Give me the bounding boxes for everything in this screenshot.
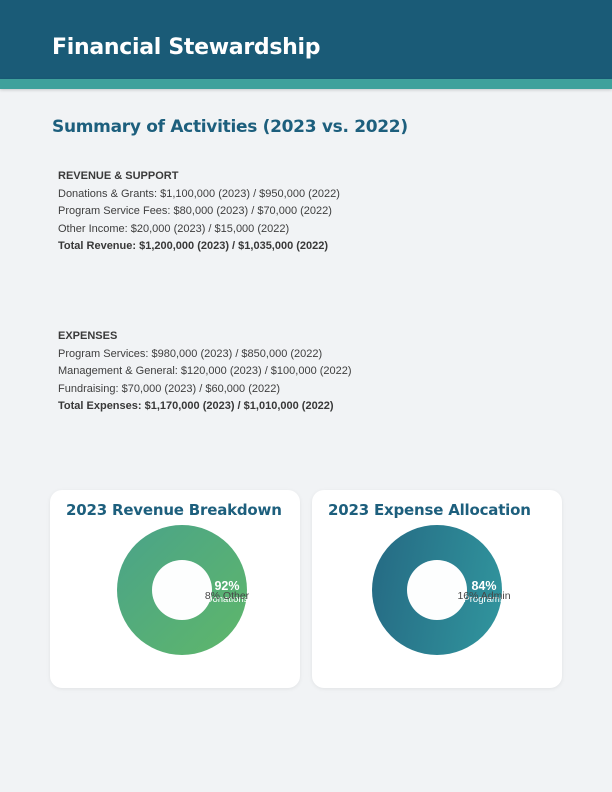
expenses-heading: EXPENSES (58, 330, 118, 342)
revenue-heading: REVENUE & SUPPORT (58, 170, 179, 182)
expenses-total: Total Expenses: $1,170,000 (2023) / $1,0… (58, 400, 334, 413)
expense-chart-title: 2023 Expense Allocation (328, 501, 531, 519)
page-title: Financial Stewardship (52, 35, 321, 60)
expenses-line: Fundraising: $70,000 (2023) / $60,000 (2… (58, 382, 280, 395)
donut-secondary-label: 16% Admin (457, 590, 511, 602)
revenue-line: Donations & Grants: $1,100,000 (2023) / … (58, 187, 340, 200)
revenue-total: Total Revenue: $1,200,000 (2023) / $1,03… (58, 240, 329, 253)
expenses-block: EXPENSES Program Services: $980,000 (202… (58, 328, 478, 416)
revenue-line: Program Service Fees: $80,000 (2023) / $… (58, 205, 332, 218)
page-header: Financial Stewardship (0, 0, 612, 79)
donut-percent-label: 84% (471, 579, 497, 593)
expense-donut-chart (372, 525, 502, 655)
donut-segment-name-label: Donations (205, 594, 249, 605)
donut-hole (152, 560, 212, 620)
revenue-donut-chart (117, 525, 247, 655)
revenue-chart-title: 2023 Revenue Breakdown (66, 501, 282, 519)
donut-segment-name-label: Programs (463, 594, 505, 605)
accent-strip (0, 79, 612, 89)
donut-hole (407, 560, 467, 620)
revenue-line: Other Income: $20,000 (2023) / $15,000 (… (58, 222, 290, 235)
donut-secondary-label: 8% Other (204, 590, 250, 602)
section-title: Summary of Activities (2023 vs. 2022) (52, 117, 408, 137)
expenses-line: Program Services: $980,000 (2023) / $850… (58, 347, 323, 360)
expense-chart-area: 2023 Expense Allocation Programs 16% Adm… (312, 490, 562, 688)
revenue-block: REVENUE & SUPPORT Donations & Grants: $1… (58, 168, 478, 256)
revenue-chart-card: 2023 Revenue Breakdown Donations 8% Othe… (50, 490, 300, 688)
revenue-chart-area: 2023 Revenue Breakdown Donations 8% Othe… (50, 490, 300, 688)
expense-chart-card: 2023 Expense Allocation Programs 16% Adm… (312, 490, 562, 688)
expenses-line: Management & General: $120,000 (2023) / … (58, 365, 352, 378)
donut-percent-label: 92% (214, 579, 240, 593)
